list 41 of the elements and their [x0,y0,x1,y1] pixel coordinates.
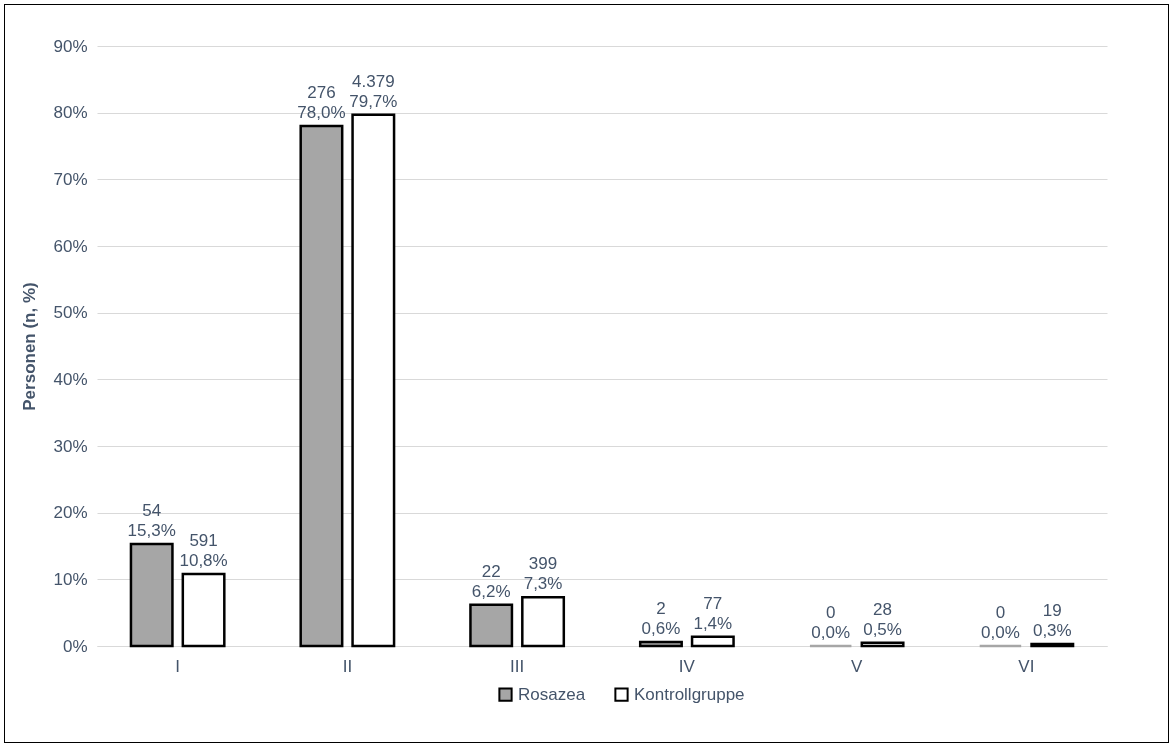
y-tick-label: 0% [62,636,88,656]
bar [181,572,226,648]
bar [1030,642,1075,648]
x-tick-label: I [175,656,180,676]
y-tick-label: 10% [53,569,88,589]
bar [860,641,905,648]
legend-label: Rosazea [518,684,586,704]
bar [638,640,683,648]
y-tick-label: 40% [53,369,88,389]
data-label: 28 0,5% [863,599,902,639]
data-label: 399 7,3% [523,554,563,594]
x-tick-label: III [510,656,525,676]
y-tick-label: 70% [53,169,88,189]
y-tick-label: 50% [53,303,88,323]
data-label: 22 6,2% [471,561,511,601]
data-label: 591 10,8% [179,531,228,570]
legend-label: Kontrollgruppe [634,684,745,704]
y-tick-label: 90% [53,36,88,56]
x-tick-label: IV [678,656,696,676]
y-tick-label: 30% [53,436,88,456]
data-label: 0 0,0% [981,603,1020,642]
bar [690,635,735,648]
data-label: 4.379 79,7% [349,71,398,111]
bar [469,603,514,648]
bar [351,113,396,648]
x-tick-label: VI [1018,656,1035,676]
data-label: 0 0,0% [811,603,851,642]
bar [129,542,174,648]
y-tick-label: 80% [53,103,88,123]
bar [299,124,344,648]
x-tick-label: V [850,656,863,676]
y-tick-label: 20% [53,503,88,523]
data-label: 77 1,4% [693,593,733,633]
x-tick-label: II [342,656,353,676]
y-tick-label: 60% [53,236,88,256]
data-label: 2 0,6% [641,599,681,638]
data-label: 19 0,3% [1032,601,1072,640]
bar [521,596,566,648]
data-label: 276 78,0% [297,83,346,122]
y-axis-title: Personen (n, %) [20,282,40,411]
data-label: 54 15,3% [127,501,176,540]
